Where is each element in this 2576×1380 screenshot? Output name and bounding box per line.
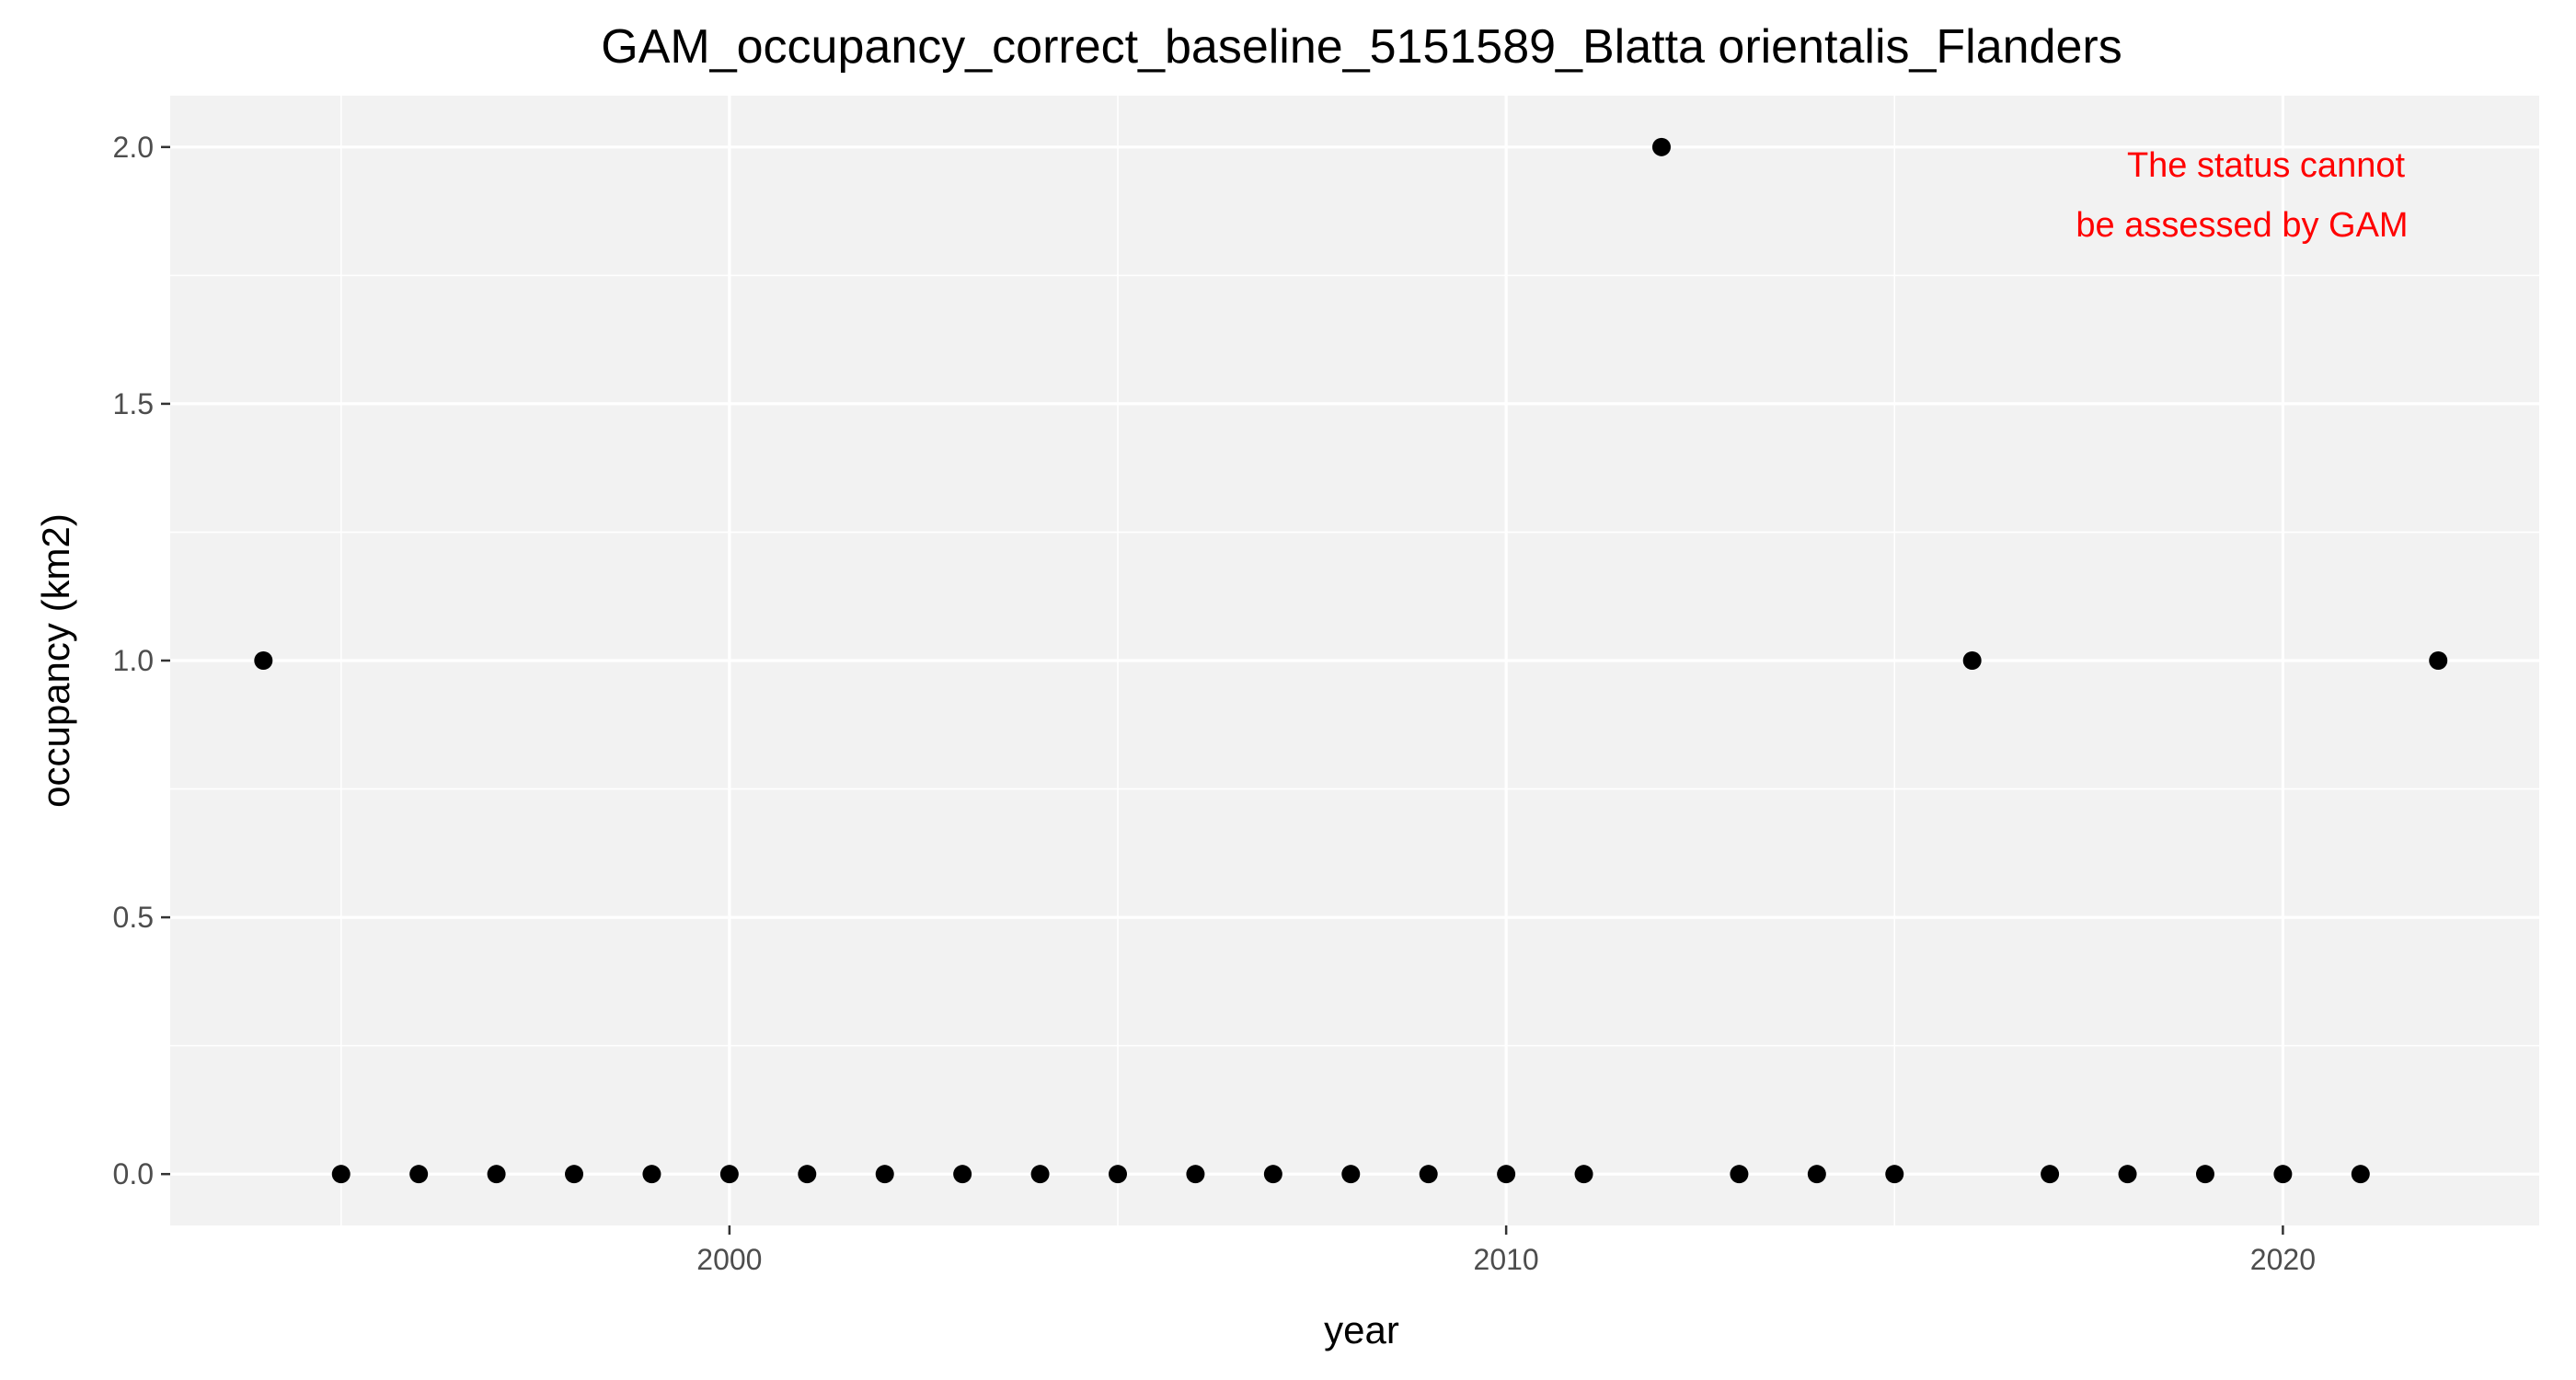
y-tick-label: 1.0 xyxy=(113,644,154,677)
annotation-line-1: The status cannot xyxy=(2127,146,2406,185)
data-point xyxy=(1030,1165,1050,1184)
data-point xyxy=(1574,1165,1593,1184)
data-point xyxy=(2273,1165,2293,1184)
data-point xyxy=(2118,1165,2137,1184)
data-point xyxy=(565,1165,584,1184)
data-point xyxy=(2429,651,2448,670)
y-axis: 0.0 0.5 1.0 1.5 2.0 xyxy=(113,131,170,1190)
data-point xyxy=(875,1165,894,1184)
y-tick-label: 0.5 xyxy=(113,901,154,934)
data-point xyxy=(1341,1165,1361,1184)
x-tick-label: 2000 xyxy=(696,1243,762,1276)
data-point xyxy=(254,651,273,670)
x-tick-label: 2020 xyxy=(2250,1243,2316,1276)
data-point xyxy=(409,1165,429,1184)
y-tick-label: 0.0 xyxy=(113,1157,154,1190)
data-point xyxy=(1651,137,1671,156)
data-point xyxy=(642,1165,661,1184)
y-axis-title: occupancy (km2) xyxy=(34,513,77,808)
data-point xyxy=(1730,1165,1749,1184)
y-tick-label: 2.0 xyxy=(113,131,154,164)
x-axis: 2000 2010 2020 xyxy=(696,1225,2316,1276)
data-point xyxy=(1807,1165,1826,1184)
data-point xyxy=(2041,1165,2060,1184)
x-tick-label: 2010 xyxy=(1474,1243,1539,1276)
data-point xyxy=(1263,1165,1282,1184)
data-point xyxy=(1186,1165,1205,1184)
data-points xyxy=(254,137,2448,1184)
x-axis-title: year xyxy=(1324,1308,1399,1351)
data-point xyxy=(1885,1165,1904,1184)
annotation-line-2: be assessed by GAM xyxy=(2076,206,2408,245)
data-point xyxy=(1419,1165,1438,1184)
chart-title: GAM_occupancy_correct_baseline_5151589_B… xyxy=(601,20,2122,74)
y-tick-label: 1.5 xyxy=(113,387,154,420)
data-point xyxy=(1962,651,1982,670)
data-point xyxy=(719,1165,739,1184)
data-point xyxy=(798,1165,817,1184)
data-point xyxy=(1109,1165,1127,1184)
data-point xyxy=(2195,1165,2214,1184)
data-point xyxy=(1497,1165,1516,1184)
data-point xyxy=(2351,1165,2370,1184)
data-point xyxy=(953,1165,972,1184)
data-point xyxy=(331,1165,351,1184)
data-point xyxy=(487,1165,506,1184)
